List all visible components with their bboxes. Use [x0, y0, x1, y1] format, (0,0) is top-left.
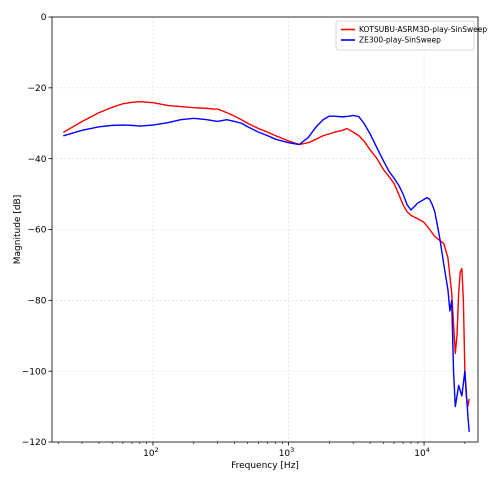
- x-tick-exponent: 4: [426, 446, 430, 454]
- legend: KOTSUBU-ASRM3D-play-SinSweep ZE300-play-S…: [335, 20, 487, 51]
- y-tick-label: −80: [28, 297, 47, 307]
- legend-label: KOTSUBU-ASRM3D-play-SinSweep: [359, 25, 487, 34]
- y-tick-label: −40: [28, 155, 47, 165]
- legend-box: [335, 20, 475, 51]
- grid-lines: [52, 16, 478, 443]
- x-tick-base: 10: [279, 449, 291, 459]
- series-layer: [63, 100, 470, 433]
- y-tick-label: 0: [41, 13, 47, 23]
- series-line-1: [63, 100, 470, 408]
- y-tick-label: −100: [22, 367, 47, 377]
- x-tick-exponent: 2: [155, 446, 159, 454]
- y-tick-label: −120: [22, 438, 47, 448]
- y-tick-label: −60: [28, 226, 47, 236]
- x-tick-exponent: 3: [290, 446, 294, 454]
- x-axis-label: Frequency [Hz]: [231, 461, 299, 471]
- legend-label: ZE300-play-SinSweep: [359, 36, 441, 45]
- x-tick-label: 102: [143, 446, 159, 459]
- y-tick-label: −20: [28, 84, 47, 94]
- x-tick-base: 10: [143, 449, 155, 459]
- series-line-2: [63, 114, 470, 433]
- x-tick-label: 104: [414, 446, 430, 459]
- x-tick-base: 10: [414, 449, 426, 459]
- x-tick-label: 103: [279, 446, 295, 459]
- y-axis-label: Magnitude [dB]: [13, 195, 23, 264]
